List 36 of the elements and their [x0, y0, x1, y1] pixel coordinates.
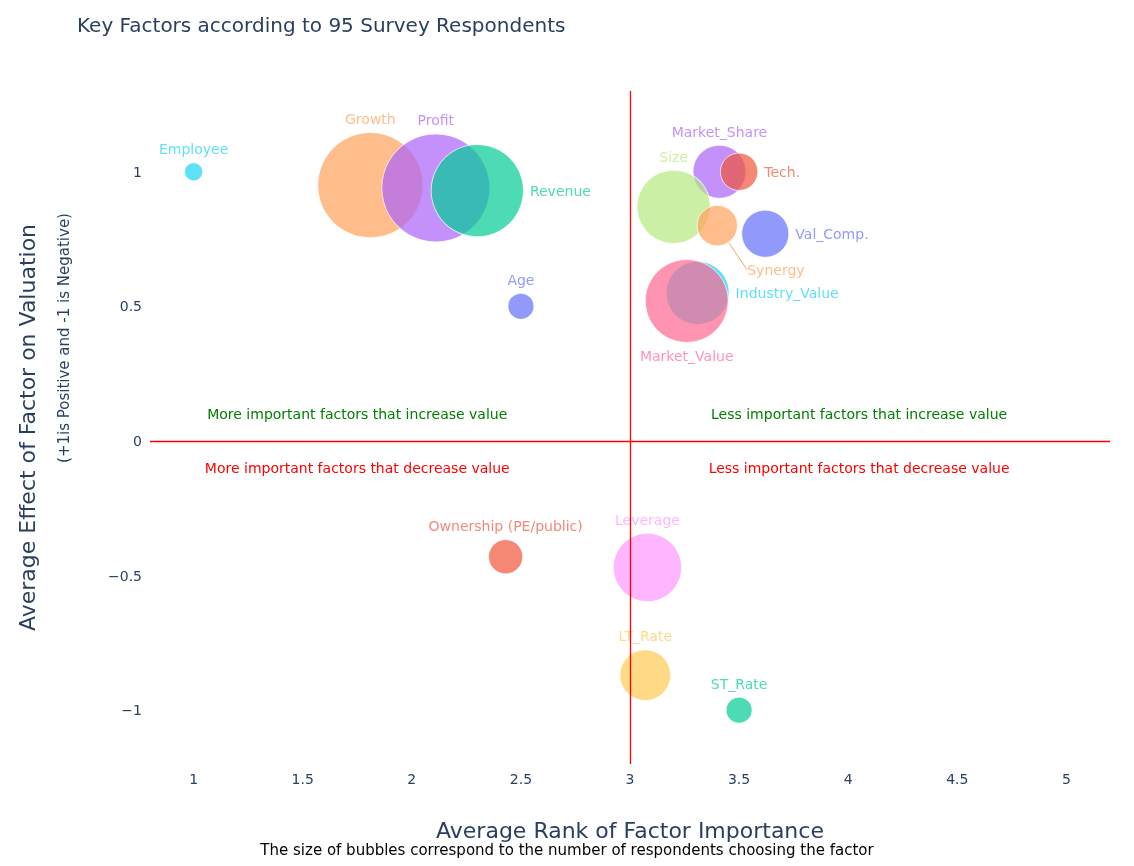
series-label: Market_Share — [671, 123, 768, 140]
y-tick-label: −0.5 — [108, 567, 142, 584]
chart-title: Key Factors according to 95 Survey Respondents — [77, 13, 566, 37]
y-tick-label: −1 — [121, 702, 142, 719]
x-tick-label: 2 — [407, 771, 417, 787]
series-label: Synergy — [747, 261, 805, 278]
series-label: Employee — [158, 141, 229, 158]
y-tick-label: 0.5 — [119, 298, 142, 315]
series-label: Revenue — [529, 182, 591, 199]
text: (+1is Positive and -1 is Negative) — [55, 213, 73, 463]
series-label: Market_Value — [639, 347, 734, 364]
annotation: More important factors that decrease value — [204, 459, 510, 476]
series-label: Val_Comp. — [795, 225, 869, 242]
annotation: Less important factors that increase value — [711, 406, 1008, 423]
series-label: Age — [507, 271, 535, 288]
series-label: Growth — [345, 111, 396, 128]
series-label: Ownership (PE/public) — [428, 518, 583, 535]
x-tick-label: 3.5 — [727, 771, 751, 787]
y-tick-label: 1 — [133, 163, 142, 180]
series-label: ST_Rate — [710, 675, 768, 692]
x-tick-label: 4.5 — [946, 771, 969, 787]
x-tick-label: 3 — [625, 771, 635, 787]
y-axis-title: Average Effect of Factor on Valuation — [14, 223, 40, 632]
x-axis-title: Average Rank of Factor Importance — [436, 817, 824, 843]
series-label: Tech. — [763, 163, 801, 180]
annotation: More important factors that increase value — [207, 406, 508, 423]
x-tick-label: 1 — [189, 771, 199, 787]
x-tick-label: 5 — [1061, 771, 1071, 787]
series-label: Profit — [417, 112, 455, 129]
annotation: Less important factors that decrease value — [708, 459, 1010, 476]
x-tick-label: 2.5 — [509, 771, 533, 787]
y-tick-label: 0 — [133, 432, 142, 449]
series-label: Industry_Value — [735, 284, 839, 301]
series-label: Size — [659, 148, 689, 165]
x-tick-label: 4 — [843, 771, 853, 787]
x-tick-label: 1.5 — [291, 771, 314, 787]
